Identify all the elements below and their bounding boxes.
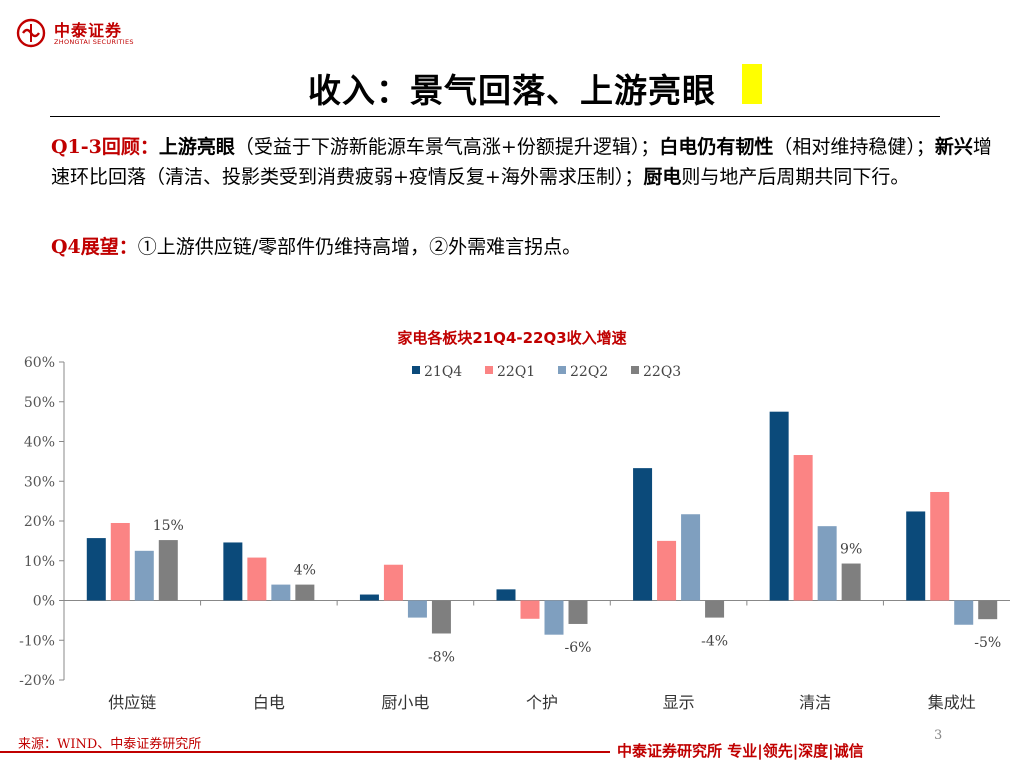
data-label: 9%	[840, 542, 862, 558]
legend-swatch	[412, 366, 420, 374]
bar-layer	[86, 411, 998, 635]
y-tick-label: 60%	[24, 355, 55, 371]
legend-label: 22Q3	[643, 364, 681, 380]
title-rule	[50, 116, 940, 117]
x-tick-label: 显示	[663, 693, 695, 712]
chart-legend: 21Q4 22Q1 22Q2 22Q3	[412, 364, 681, 380]
y-tick-label: -20%	[19, 673, 55, 689]
kitchen-text: 则与地产后周期共同下行。	[681, 166, 910, 188]
bar	[906, 511, 926, 601]
upstream-key: 上游亮眼	[158, 136, 235, 158]
bar	[110, 522, 130, 601]
bar	[544, 600, 564, 635]
y-tick-label: 40%	[24, 435, 55, 451]
legend-label: 22Q1	[497, 364, 535, 380]
bar	[520, 600, 540, 619]
outlook-text: ①上游供应链/零部件仍维持高增，②外需难言拐点。	[137, 236, 582, 258]
review-paragraph: Q1-3回顾：上游亮眼（受益于下游新能源车景气高涨+份额提升逻辑）；白电仍有韧性…	[51, 132, 999, 192]
revenue-growth-chart: -20% -10% 0% 10% 20% 30% 40% 50% 60% 供应链 白电 厨小电 个护 显示…	[19, 355, 1010, 712]
y-tick-label: 0%	[33, 594, 55, 610]
white-goods-text: （相对维持稳健）；	[773, 136, 935, 158]
bar	[407, 600, 427, 618]
data-label: -8%	[428, 649, 455, 665]
y-tick-label: 30%	[24, 474, 55, 490]
outlook-label: Q4展望：	[51, 236, 138, 258]
y-tick-label: 20%	[24, 514, 55, 530]
x-tick-label: 集成灶	[928, 693, 976, 712]
bar	[223, 542, 243, 601]
bar	[633, 468, 653, 601]
footer-slogan: 中泰证券研究所 专业|领先|深度|诚信	[617, 742, 864, 760]
bar	[247, 557, 267, 601]
x-tick-label: 白电	[253, 693, 285, 712]
data-label: -5%	[974, 635, 1001, 651]
new-segment-text: 增速环比回落（清洁、投影类受到消费疲弱+疫情反复+海外需求压制）；	[51, 136, 992, 188]
review-label: Q1-3回顾：	[51, 136, 159, 158]
bar	[841, 563, 861, 601]
brand-name-cn: 中泰证券	[54, 21, 123, 40]
bar	[657, 540, 677, 601]
brand-logo: 中泰证券 ZHONGTAI SECURITIES	[16, 16, 186, 52]
axis-layer: -20% -10% 0% 10% 20% 30% 40% 50% 60% 供应链 白电 厨小电 个护 显示…	[19, 355, 1010, 712]
bar	[496, 589, 516, 601]
bar	[383, 564, 403, 601]
y-tick-label: 10%	[24, 554, 55, 570]
bar	[158, 540, 178, 601]
data-label: 15%	[153, 518, 184, 534]
brand-name-en: ZHONGTAI SECURITIES	[54, 38, 134, 46]
bar	[817, 526, 837, 601]
bar	[681, 514, 701, 601]
logo-icon	[16, 18, 46, 48]
new-segment-key: 新兴	[934, 136, 973, 158]
slide-title: 收入：景气回落、上游亮眼	[308, 71, 716, 110]
bar	[271, 584, 291, 601]
legend-swatch	[631, 366, 639, 374]
bar	[769, 411, 789, 601]
kitchen-key: 厨电	[643, 166, 682, 188]
title-marker	[742, 64, 762, 104]
bar	[705, 600, 725, 618]
legend-swatch	[485, 366, 493, 374]
bar	[359, 594, 379, 601]
legend-label: 22Q2	[570, 364, 608, 380]
data-label: -6%	[565, 640, 592, 656]
x-tick-label: 厨小电	[381, 693, 429, 712]
data-label: -4%	[701, 634, 728, 650]
label-layer: 15% 4% -8% -6% -4% 9% -5%	[153, 518, 1001, 665]
legend-swatch	[558, 366, 566, 374]
bar	[568, 600, 588, 624]
chart-title: 家电各板块21Q4-22Q3收入增速	[397, 329, 627, 347]
footer-rule	[0, 751, 610, 753]
x-tick-label: 供应链	[108, 693, 156, 712]
x-tick-label: 个护	[526, 693, 558, 712]
bar	[954, 600, 974, 625]
legend-label: 21Q4	[424, 364, 462, 380]
upstream-text: （受益于下游新能源车景气高涨+份额提升逻辑）；	[234, 136, 660, 158]
bar	[134, 550, 154, 601]
x-tick-label: 清洁	[799, 693, 831, 712]
bar	[978, 600, 998, 620]
bar	[295, 584, 315, 601]
outlook-paragraph: Q4展望：①上游供应链/零部件仍维持高增，②外需难言拐点。	[51, 232, 999, 262]
bar	[86, 538, 106, 601]
y-tick-label: 50%	[24, 395, 55, 411]
bar	[431, 600, 451, 634]
bar	[930, 491, 950, 601]
y-tick-label: -10%	[19, 633, 55, 649]
source-note: 来源：WIND、中泰证券研究所	[18, 737, 202, 752]
data-label: 4%	[294, 563, 316, 579]
white-goods-key: 白电仍有韧性	[659, 136, 774, 158]
page-number: 3	[934, 728, 943, 743]
bar	[793, 455, 813, 601]
